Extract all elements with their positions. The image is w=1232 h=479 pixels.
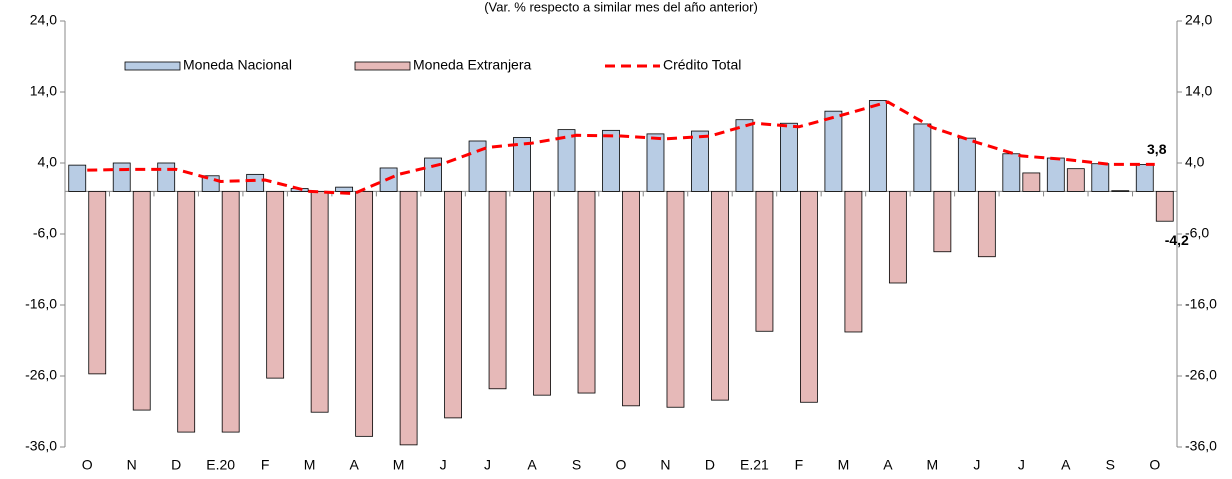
bar (755, 190, 774, 332)
x-tick-label: J (973, 457, 980, 473)
bar (266, 190, 285, 379)
bar (1046, 157, 1065, 192)
bar (844, 190, 863, 333)
y-tick-label: -26,0 (25, 367, 57, 383)
legend-label: Moneda Nacional (183, 57, 292, 73)
bar (957, 137, 976, 192)
x-tick-label: O (1149, 457, 1160, 473)
x-tick-label: M (393, 457, 405, 473)
x-tick-label: A (527, 457, 537, 473)
bar (666, 190, 685, 408)
x-tick-label: A (883, 457, 893, 473)
y-tick-label: -6,0 (33, 225, 57, 241)
y-tick-label: -16,0 (25, 296, 57, 312)
x-tick-label: F (795, 457, 804, 473)
x-tick-label: N (127, 457, 137, 473)
y-tick-label: 4,0 (38, 154, 58, 170)
line (87, 100, 1155, 196)
bar (177, 190, 196, 433)
bar (68, 164, 87, 192)
bar (335, 186, 354, 192)
x-tick-label: S (572, 457, 581, 473)
x-tick-label: O (82, 457, 93, 473)
bar (602, 129, 620, 192)
bar (868, 100, 887, 192)
bar (888, 190, 907, 284)
bar (399, 190, 418, 446)
y2-tick-label: -36,0 (1185, 438, 1217, 454)
chart-title: (Var. % respecto a similar mes del año a… (484, 0, 758, 14)
bar (112, 162, 131, 192)
x-tick-label: M (304, 457, 316, 473)
bar (577, 190, 596, 394)
y-tick-label: -36,0 (25, 438, 57, 454)
y2-tick-label: 14,0 (1185, 83, 1212, 99)
bar (1135, 164, 1154, 192)
y2-tick-label: -16,0 (1185, 296, 1217, 312)
bar (355, 190, 374, 437)
bar (88, 190, 107, 375)
bar (557, 129, 576, 192)
bar (933, 190, 952, 253)
data-label: -4,2 (1165, 232, 1189, 248)
y2-tick-label: -6,0 (1185, 225, 1209, 241)
bar (444, 190, 462, 419)
bar (246, 173, 265, 192)
bar (533, 190, 551, 396)
bar (221, 190, 240, 433)
bar (310, 190, 329, 413)
bar (800, 190, 818, 403)
x-tick-label: O (616, 457, 627, 473)
legend-label: Moneda Extranjera (413, 57, 532, 73)
x-tick-label: E.21 (740, 457, 769, 473)
y2-tick-label: 24,0 (1185, 12, 1212, 28)
bar (1022, 172, 1041, 192)
x-tick-label: S (1106, 457, 1115, 473)
bar (1111, 190, 1130, 192)
y2-tick-label: 4,0 (1185, 154, 1205, 170)
bar (1066, 168, 1085, 192)
bar (513, 137, 531, 192)
x-tick-label: J (484, 457, 491, 473)
bar (488, 190, 507, 390)
x-tick-label: J (1018, 457, 1025, 473)
x-tick-label: J (440, 457, 447, 473)
bar (424, 157, 442, 192)
bar (711, 190, 729, 401)
x-tick-label: D (171, 457, 181, 473)
x-tick-label: M (838, 457, 850, 473)
bar (622, 190, 640, 407)
bar (691, 130, 709, 192)
legend-label: Crédito Total (663, 57, 741, 73)
legend-swatch (354, 61, 411, 71)
bar (735, 119, 754, 192)
bar (913, 123, 932, 192)
y2-tick-label: -26,0 (1185, 367, 1217, 383)
bar (977, 190, 996, 258)
bar (157, 162, 176, 192)
x-tick-label: M (927, 457, 939, 473)
x-tick-label: F (261, 457, 270, 473)
bar (132, 190, 151, 411)
bar (824, 110, 843, 192)
bar (1155, 190, 1174, 222)
bar (780, 122, 798, 192)
bar (468, 140, 487, 192)
legend-swatch (124, 61, 181, 71)
y-tick-label: 14,0 (30, 83, 57, 99)
x-tick-label: A (349, 457, 359, 473)
x-tick-label: D (705, 457, 715, 473)
bar (1002, 153, 1021, 192)
bar (1091, 163, 1110, 192)
data-label: 3,8 (1147, 141, 1167, 157)
x-tick-label: E.20 (206, 457, 235, 473)
bar (646, 133, 665, 192)
x-tick-label: A (1061, 457, 1071, 473)
x-tick-label: N (660, 457, 670, 473)
y-tick-label: 24,0 (30, 12, 57, 28)
